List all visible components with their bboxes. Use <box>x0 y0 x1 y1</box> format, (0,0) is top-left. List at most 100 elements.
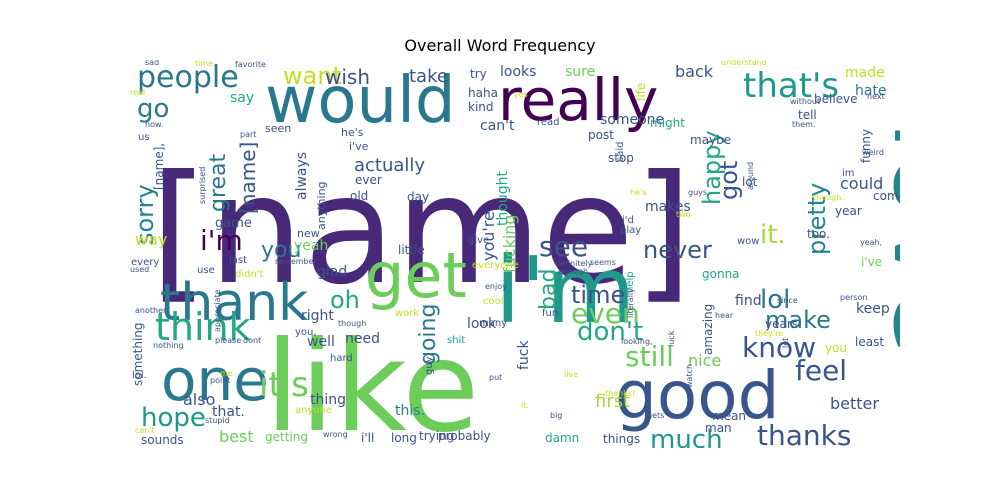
word-live: live <box>564 370 578 379</box>
word-appreciate: appreciate <box>213 289 222 332</box>
word-fun: fun <box>542 308 558 319</box>
word-something: something <box>131 322 145 386</box>
word-first: first <box>595 391 630 412</box>
word-looking: looking, <box>621 337 653 346</box>
word-cool: cool <box>483 296 504 307</box>
word-hate: hate <box>855 83 887 99</box>
word-time: time <box>571 281 625 309</box>
word-need: need <box>345 331 380 347</box>
word-year: year <box>835 204 862 218</box>
word-seems: seems <box>590 258 616 267</box>
word-im: im <box>842 168 855 179</box>
word-nothing: nothing <box>153 341 184 350</box>
word-game: game <box>215 216 252 231</box>
word-they-re: they're <box>755 329 783 338</box>
word-still: still <box>625 340 674 373</box>
word-me: me. <box>220 369 235 378</box>
word-let: let <box>781 338 790 348</box>
word-around: around <box>746 162 755 190</box>
word-definitely: definitely <box>555 259 593 268</box>
word-sure: sure <box>565 64 595 80</box>
word-you-re: you're <box>479 211 498 261</box>
word-wish: wish <box>325 65 370 89</box>
word-look: look <box>467 316 497 332</box>
word-got: got <box>715 161 743 200</box>
word-come: come <box>873 189 900 203</box>
word-please: please <box>215 336 241 345</box>
word-i-ve: i've <box>861 255 882 269</box>
word-name: [name] <box>236 142 260 214</box>
word-he-s: he's <box>341 126 364 139</box>
word-you: you <box>825 341 847 355</box>
word-name: [name], <box>152 143 166 190</box>
word-seen: seen <box>265 122 291 135</box>
word-though: though. <box>813 193 844 202</box>
word-hope: hope <box>141 403 206 433</box>
word-know: know <box>742 331 816 364</box>
word-lot: lot <box>742 175 758 189</box>
word-surprised: surprised <box>198 167 207 204</box>
word-too: too. <box>807 227 830 241</box>
word-say: say <box>230 90 254 106</box>
word-give: give <box>468 235 489 246</box>
word-can-t: can't <box>480 118 515 134</box>
word-anything: anything <box>315 181 328 230</box>
word-said: said <box>615 142 626 162</box>
word-post: post <box>588 128 614 142</box>
word-made: made <box>845 65 885 81</box>
word-think: think <box>155 305 251 349</box>
word-sad: sad <box>145 60 159 67</box>
word-find: find <box>735 293 762 309</box>
word-new: new <box>297 227 320 240</box>
word-help: help <box>625 271 636 293</box>
word-old: old <box>350 189 368 203</box>
word-thank: thank <box>160 273 308 333</box>
word-cloud: [name] like love i'm would really get good one th… <box>125 60 900 448</box>
word-thing: thing <box>310 392 346 408</box>
word-nice: nice <box>688 351 721 370</box>
word-man: man <box>705 421 732 435</box>
word-thanks: thanks! <box>605 389 635 398</box>
word-day: day <box>407 190 429 204</box>
word-years: years <box>765 317 798 331</box>
word-luck: luck <box>667 330 676 347</box>
word-thought: thought <box>495 170 511 226</box>
word-that-s: that's <box>743 66 839 106</box>
word-life: life <box>634 83 648 101</box>
word-actually: actually <box>354 155 425 176</box>
word-great: great <box>206 153 231 212</box>
word-yeah: yeah, <box>860 238 882 247</box>
word-could: could <box>840 174 883 193</box>
word-understand: understand <box>721 60 767 67</box>
word-going: going <box>416 304 441 365</box>
word-way: way <box>135 230 167 249</box>
word-someone: someone <box>600 112 664 128</box>
word-enough: enough <box>558 267 588 276</box>
word-like: like <box>265 315 479 448</box>
word-mean: mean <box>712 409 746 423</box>
word-us: us <box>138 132 150 143</box>
word-least: least <box>855 335 884 349</box>
word-i-ve: i've <box>349 140 369 153</box>
word-literally: literally <box>626 288 635 318</box>
word-many: many <box>479 318 507 329</box>
word-don-t: don't <box>577 317 643 347</box>
word-i-ll: i'll <box>361 431 374 445</box>
word-keep: keep <box>856 301 890 317</box>
word-though: though <box>338 319 366 328</box>
word-i-m: i'm <box>200 224 243 257</box>
word-lol: lol. <box>132 370 147 381</box>
word-used: used <box>130 265 149 274</box>
word-right: right <box>301 308 334 324</box>
word-funny: funny <box>859 129 873 163</box>
word-glad: glad <box>317 264 347 280</box>
word-point: point <box>210 376 230 385</box>
word-happy: happy <box>698 130 726 205</box>
word-enjoy: enjoy <box>485 282 507 291</box>
word-stop: stop <box>608 151 634 165</box>
word-name: [name] <box>150 144 692 318</box>
word-would: would <box>265 64 455 138</box>
word-looks: looks <box>500 64 536 80</box>
word-now: now. <box>145 120 163 129</box>
word-it: it. <box>521 401 529 410</box>
